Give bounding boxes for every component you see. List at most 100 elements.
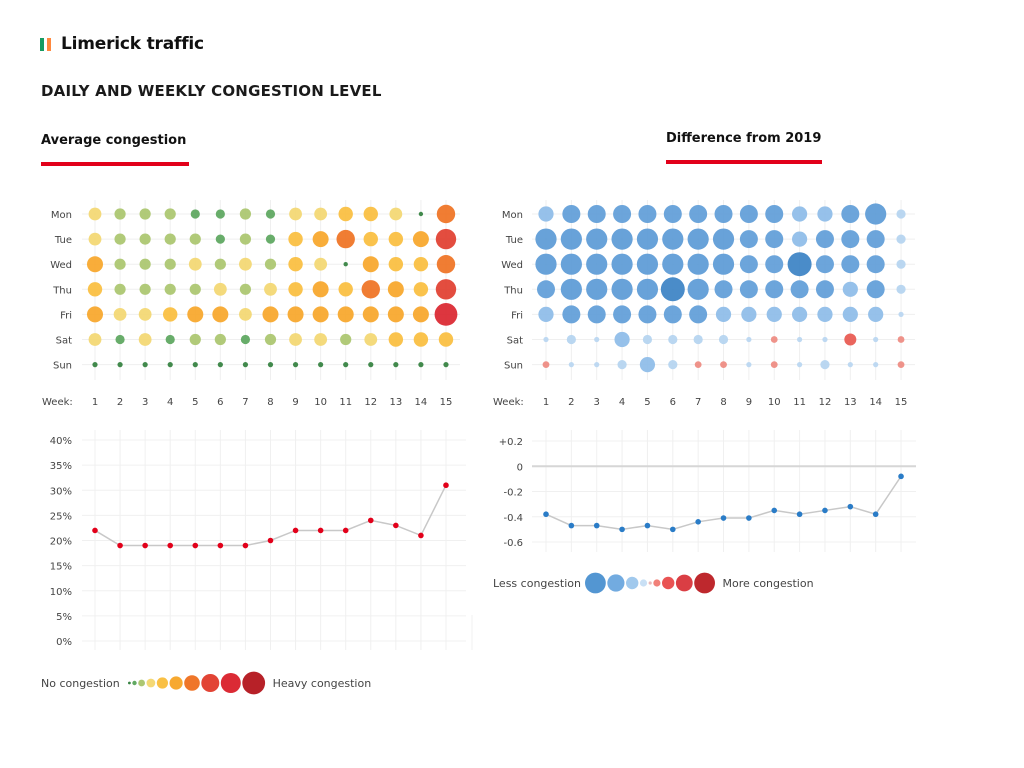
congestion-bubble xyxy=(288,257,303,272)
congestion-bubble xyxy=(139,233,151,245)
congestion-bubble xyxy=(412,306,429,323)
congestion-bubble xyxy=(413,257,429,272)
congestion-bubble xyxy=(361,280,380,299)
congestion-bubble xyxy=(187,306,204,323)
congestion-bubble xyxy=(337,306,354,323)
day-label-fri: Fri xyxy=(511,310,523,321)
average-congestion-point xyxy=(267,537,274,544)
difference-bubble xyxy=(746,362,752,368)
week-tick-label: 3 xyxy=(594,397,600,408)
difference-bubble xyxy=(613,305,632,324)
congestion-bubble xyxy=(389,207,403,221)
difference-bubble xyxy=(560,228,582,250)
day-label-wed: Wed xyxy=(50,260,72,271)
congestion-bubble xyxy=(164,233,176,245)
congestion-bubble xyxy=(87,282,103,297)
y-tick-label: 30% xyxy=(50,486,72,497)
average-congestion-point xyxy=(242,542,249,549)
y-tick-label: 25% xyxy=(50,511,72,522)
average-congestion-point xyxy=(342,527,349,534)
difference-bubble xyxy=(815,230,834,249)
day-label-tue: Tue xyxy=(54,235,72,246)
difference-bubble xyxy=(538,306,554,322)
week-tick-label: 14 xyxy=(869,397,882,408)
y-tick-label: 0% xyxy=(56,637,72,648)
congestion-bubble xyxy=(314,333,328,346)
congestion-bubble xyxy=(213,282,227,296)
difference-bubble xyxy=(792,206,808,222)
legend-swatch xyxy=(242,671,266,695)
difference-bubble xyxy=(568,362,574,368)
difference-bubble xyxy=(663,205,682,223)
congestion-bubble xyxy=(362,306,379,323)
legend-swatch xyxy=(653,579,661,587)
difference-bubble xyxy=(873,362,879,368)
week-tick-label: 11 xyxy=(339,397,352,408)
difference-bubble xyxy=(535,228,557,250)
legend-swatch xyxy=(694,572,715,594)
difference-point xyxy=(593,522,600,529)
week-tick-label: 8 xyxy=(267,397,273,408)
brand-title: Limerick traffic xyxy=(61,34,204,54)
difference-bubble xyxy=(662,253,684,275)
legend-swatch xyxy=(639,579,648,587)
difference-bubble xyxy=(792,231,808,247)
day-label-wed: Wed xyxy=(501,260,523,271)
week-tick-label: 7 xyxy=(695,397,701,408)
difference-bubble xyxy=(587,205,606,223)
average-congestion-point xyxy=(393,522,399,529)
difference-bubble xyxy=(639,357,656,373)
average-congestion-point xyxy=(292,527,299,534)
congestion-bubble xyxy=(240,334,251,345)
page-title: DAILY AND WEEKLY CONGESTION LEVEL xyxy=(41,82,382,100)
congestion-bubble xyxy=(288,282,303,297)
congestion-bubble xyxy=(92,362,98,368)
congestion-bubble xyxy=(139,208,151,220)
week-tick-label: 11 xyxy=(793,397,806,408)
difference-bubble xyxy=(542,361,550,368)
congestion-bubble xyxy=(138,308,152,321)
difference-bubble xyxy=(842,306,858,322)
congestion-bubble xyxy=(338,282,353,297)
difference-bubble xyxy=(687,228,709,250)
difference-bubble xyxy=(720,361,727,368)
week-tick-label: 10 xyxy=(314,397,327,408)
day-label-tue: Tue xyxy=(505,235,523,246)
congestion-bubble xyxy=(114,208,126,220)
week-tick-label: 1 xyxy=(92,397,98,408)
y-tick-label: 40% xyxy=(50,436,72,447)
average-congestion-point xyxy=(167,542,174,549)
congestion-bubble xyxy=(387,306,404,323)
day-label-mon: Mon xyxy=(51,210,72,221)
difference-bubble xyxy=(766,306,782,322)
week-tick-label: 10 xyxy=(768,397,781,408)
difference-bubble xyxy=(586,228,608,250)
legend-swatch xyxy=(156,677,168,689)
congestion-bubble xyxy=(264,258,277,270)
week-tick-label: 9 xyxy=(746,397,752,408)
difference-bubble xyxy=(790,280,809,299)
congestion-bubble xyxy=(115,334,125,345)
difference-bubble xyxy=(662,228,684,250)
congestion-bubble xyxy=(87,306,103,323)
y-tick-label: 20% xyxy=(50,537,72,548)
difference-bubble xyxy=(746,336,752,343)
difference-bubble xyxy=(586,253,608,275)
difference-bubble xyxy=(896,209,906,219)
difference-bubble xyxy=(787,252,812,277)
congestion-bubble xyxy=(139,283,151,295)
congestion-bubble xyxy=(117,362,123,368)
difference-bubble xyxy=(712,228,735,250)
week-axis-label: Week: xyxy=(493,397,524,408)
congestion-bubble xyxy=(436,204,456,224)
difference-bubble xyxy=(770,336,778,343)
congestion-bubble xyxy=(188,257,202,271)
average-congestion-point xyxy=(117,542,123,549)
difference-bubble xyxy=(741,306,757,322)
average-congestion-point xyxy=(142,542,148,549)
difference-point xyxy=(796,511,803,518)
difference-point xyxy=(847,503,854,510)
average-congestion-point xyxy=(443,482,449,489)
congestion-bubble xyxy=(312,306,329,323)
congestion-bubble xyxy=(114,283,126,295)
